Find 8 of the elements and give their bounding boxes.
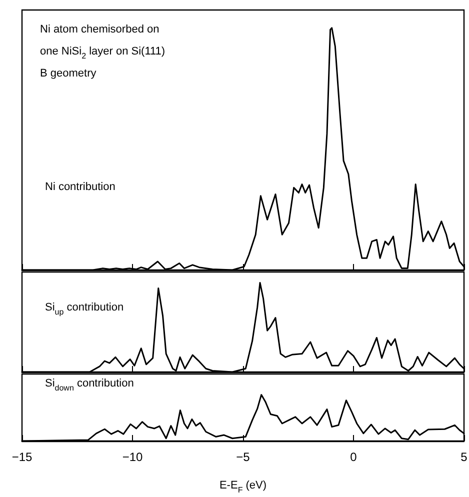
x-tick-label: 0 [350,450,358,464]
annotation: Ni atom chemisorbed on [40,24,160,36]
x-tick-label: 5 [460,450,468,464]
x-tick-label: −15 [12,450,32,464]
x-tick-label: −10 [122,450,143,464]
x-tick-label: −5 [236,450,250,464]
text: Ni contribution [45,181,116,194]
annotation: B geometry [40,68,97,80]
